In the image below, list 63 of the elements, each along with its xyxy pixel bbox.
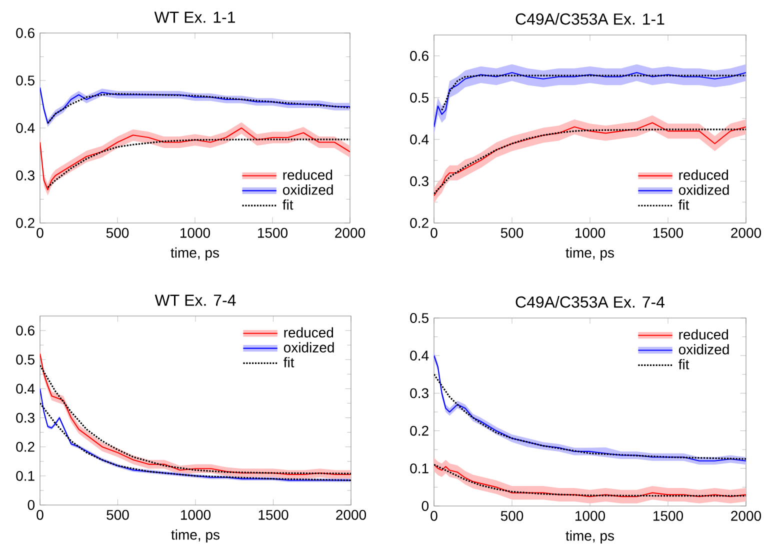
- x-tick-label: 1500: [654, 228, 684, 238]
- y-tick-label: 0.5: [16, 76, 34, 86]
- x-tick-label: 500: [500, 510, 524, 521]
- x-tick-label: 1500: [258, 510, 288, 520]
- legend-label: fit: [284, 357, 294, 368]
- y-tick-label: 0.3: [16, 170, 34, 180]
- legend-label: oxidized: [678, 344, 729, 354]
- legend-label: reduced: [283, 170, 332, 180]
- x-tick-label: 0: [430, 228, 438, 238]
- y-tick-label: 0.2: [410, 218, 428, 228]
- x-tick-label: 1000: [180, 228, 210, 238]
- x-tick-label: 2000: [336, 510, 366, 520]
- x-tick-label: 1500: [654, 510, 684, 521]
- y-tick-label: 0.1: [410, 463, 428, 474]
- y-tick-label: 0.3: [16, 412, 34, 423]
- y-tick-label: 0.6: [410, 50, 428, 61]
- y-tick-label: 0.3: [410, 176, 428, 186]
- x-tick-label: 1000: [575, 228, 606, 238]
- x-tick-label: 2000: [731, 228, 762, 238]
- y-tick-label: 0: [422, 501, 429, 511]
- y-tick-label: 0.4: [16, 384, 35, 394]
- y-tick-label: 0.5: [16, 354, 34, 365]
- x-tick-label: 0: [36, 228, 44, 238]
- y-tick-label: 0.4: [16, 123, 35, 133]
- x-tick-label: 0: [36, 510, 44, 520]
- y-tick-label: 0.2: [16, 218, 34, 228]
- x-tick-label: 2000: [731, 510, 762, 521]
- y-tick-label: 0.2: [410, 426, 428, 436]
- legend-label: fit: [282, 199, 294, 210]
- x-tick-label: 0: [430, 510, 438, 521]
- x-tick-label: 2000: [335, 228, 366, 238]
- legend-label: reduced: [679, 329, 728, 340]
- y-tick-label: 0.5: [410, 92, 428, 103]
- y-tick-label: 0.5: [410, 313, 428, 323]
- y-tick-label: 0.6: [16, 28, 34, 38]
- chart-title: C49A/C353A Ex. 1-1: [516, 12, 664, 25]
- chart-title: WT Ex. 1-1: [154, 12, 235, 23]
- y-tick-label: 0: [28, 500, 35, 510]
- x-axis-title: time, ps: [566, 530, 614, 544]
- x-axis-title: time, ps: [171, 529, 220, 542]
- legend-label: reduced: [284, 327, 334, 338]
- y-tick-label: 0.6: [16, 326, 34, 336]
- legend-label: oxidized: [282, 184, 333, 195]
- chart-title: C49A/C353A Ex. 7-4: [516, 296, 665, 308]
- y-tick-label: 0.4: [410, 350, 429, 361]
- y-tick-label: 0.1: [16, 470, 34, 481]
- x-tick-label: 1500: [258, 228, 288, 238]
- x-tick-label: 500: [106, 510, 129, 520]
- x-axis-title: time, ps: [170, 247, 219, 260]
- chart-title: WT Ex. 7-4: [154, 294, 236, 306]
- y-tick-label: 0.3: [410, 388, 428, 398]
- legend-label: fit: [678, 359, 690, 370]
- y-tick-label: 0.2: [16, 442, 34, 452]
- legend-label: fit: [678, 200, 690, 210]
- x-tick-label: 500: [500, 228, 524, 238]
- legend-label: reduced: [679, 170, 728, 180]
- x-tick-label: 1000: [181, 510, 211, 520]
- legend-label: oxidized: [284, 342, 334, 352]
- x-tick-label: 500: [106, 228, 129, 238]
- x-tick-label: 1000: [575, 510, 606, 521]
- legend-label: oxidized: [678, 184, 729, 195]
- y-tick-label: 0.4: [410, 134, 429, 144]
- x-axis-title: time, ps: [566, 247, 614, 260]
